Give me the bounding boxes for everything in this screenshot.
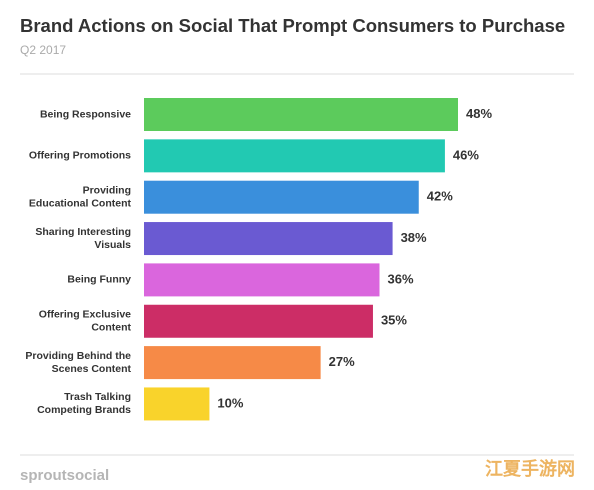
chart-title: Brand Actions on Social That Prompt Cons… bbox=[20, 15, 565, 36]
bar bbox=[144, 346, 321, 380]
watermark: 江夏手游网 bbox=[485, 458, 575, 479]
category-label: Sharing Interesting bbox=[35, 226, 131, 238]
bar bbox=[144, 98, 458, 131]
category-label: Being Responsive bbox=[40, 108, 131, 120]
bar bbox=[144, 139, 445, 173]
category-label: Providing bbox=[83, 184, 131, 196]
category-label: Content bbox=[91, 322, 131, 334]
category-label: Being Funny bbox=[67, 274, 131, 286]
category-label: Trash Talking bbox=[64, 391, 131, 403]
category-label: Educational Content bbox=[29, 197, 132, 209]
value-label: 36% bbox=[388, 271, 414, 286]
category-label: Providing Behind the bbox=[25, 350, 131, 362]
bar bbox=[144, 180, 419, 214]
bar bbox=[144, 263, 380, 297]
footer-logo: sproutsocial bbox=[20, 467, 109, 484]
value-label: 48% bbox=[466, 106, 492, 121]
value-label: 38% bbox=[401, 230, 427, 245]
bar bbox=[144, 222, 393, 256]
category-label: Competing Brands bbox=[37, 404, 131, 416]
value-label: 27% bbox=[329, 354, 355, 369]
category-label: Scenes Content bbox=[52, 363, 132, 375]
value-label: 10% bbox=[217, 395, 243, 410]
bar bbox=[144, 304, 373, 338]
chart-subtitle: Q2 2017 bbox=[20, 43, 66, 57]
value-label: 46% bbox=[453, 147, 479, 162]
value-label: 35% bbox=[381, 313, 407, 328]
bar bbox=[144, 387, 210, 421]
category-label: Offering Exclusive bbox=[39, 309, 131, 321]
value-label: 42% bbox=[427, 189, 453, 204]
category-label: Offering Promotions bbox=[29, 150, 131, 162]
category-label: Visuals bbox=[94, 239, 131, 251]
